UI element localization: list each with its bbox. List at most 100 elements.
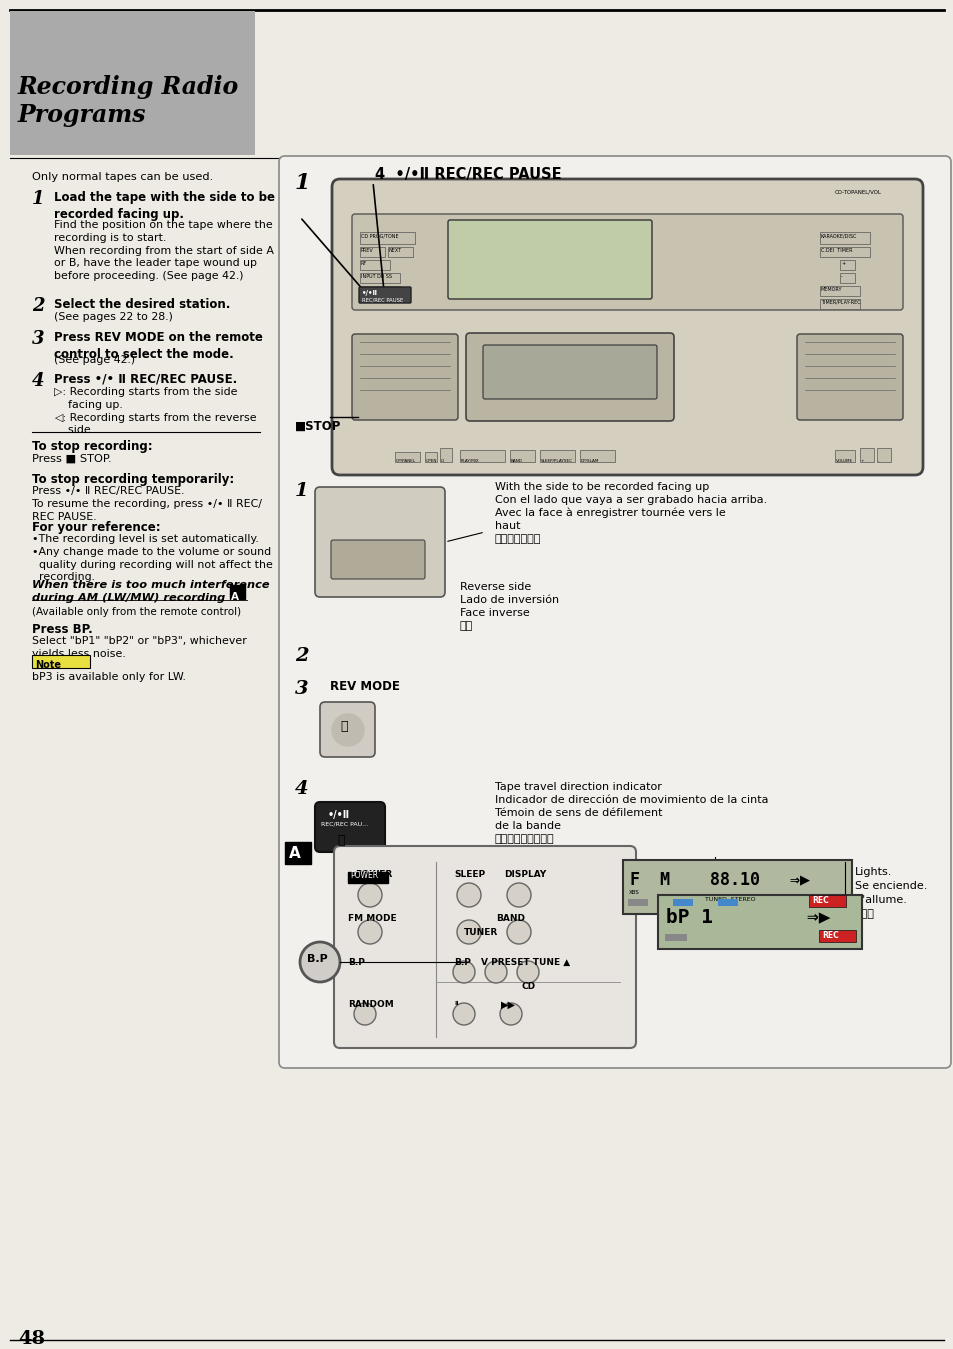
FancyBboxPatch shape — [796, 335, 902, 420]
FancyBboxPatch shape — [510, 451, 535, 461]
Text: ▷: Recording starts from the side
    facing up.
◁: Recording starts from the re: ▷: Recording starts from the side facing… — [54, 387, 256, 436]
Text: ■STOP: ■STOP — [294, 420, 341, 433]
FancyBboxPatch shape — [230, 585, 245, 599]
Text: 反面: 反面 — [459, 621, 473, 631]
Text: TIMER/PLAY-REC: TIMER/PLAY-REC — [821, 299, 860, 305]
Text: Press REV MODE on the remote
control to select the mode.: Press REV MODE on the remote control to … — [54, 331, 263, 362]
FancyBboxPatch shape — [359, 232, 415, 244]
Text: 4: 4 — [294, 780, 309, 799]
FancyBboxPatch shape — [332, 179, 923, 475]
Text: DP/SLAM: DP/SLAM — [580, 459, 598, 463]
FancyBboxPatch shape — [820, 299, 859, 309]
FancyBboxPatch shape — [352, 214, 902, 310]
Circle shape — [506, 920, 531, 944]
FancyBboxPatch shape — [672, 898, 692, 907]
Circle shape — [453, 1004, 475, 1025]
FancyBboxPatch shape — [359, 247, 385, 258]
Text: 👉: 👉 — [339, 720, 347, 733]
Text: SLEEP/PLAYSEC: SLEEP/PLAYSEC — [540, 459, 573, 463]
Text: REC: REC — [811, 896, 828, 905]
Text: 4: 4 — [32, 372, 45, 390]
Text: (See pages 22 to 28.): (See pages 22 to 28.) — [54, 312, 172, 322]
Text: 1: 1 — [294, 173, 310, 194]
Text: TUNER: TUNER — [463, 928, 497, 938]
Text: Press •/• Ⅱ REC/REC PAUSE.: Press •/• Ⅱ REC/REC PAUSE. — [54, 374, 237, 386]
FancyBboxPatch shape — [820, 232, 869, 244]
Circle shape — [299, 942, 339, 982]
Text: BAND: BAND — [496, 915, 524, 923]
Text: With the side to be recorded facing up: With the side to be recorded facing up — [495, 482, 708, 492]
FancyBboxPatch shape — [448, 220, 651, 299]
Text: Find the position on the tape where the
recording is to start.
When recording fr: Find the position on the tape where the … — [54, 220, 274, 281]
FancyBboxPatch shape — [278, 156, 950, 1068]
Text: CO-TOPANEL/VOL: CO-TOPANEL/VOL — [834, 189, 882, 194]
Text: Indicador de dirección de movimiento de la cinta: Indicador de dirección de movimiento de … — [495, 795, 768, 805]
Text: 2: 2 — [294, 648, 309, 665]
Text: REC: REC — [821, 931, 838, 940]
Text: Tape travel direction indicator: Tape travel direction indicator — [495, 782, 661, 792]
Text: 3: 3 — [294, 680, 309, 697]
Circle shape — [456, 920, 480, 944]
Text: Press BP.: Press BP. — [32, 623, 92, 635]
Text: For your reference:: For your reference: — [32, 521, 160, 534]
Circle shape — [456, 884, 480, 907]
Text: Témoin de sens de défilement: Témoin de sens de défilement — [495, 808, 661, 817]
FancyBboxPatch shape — [820, 286, 859, 295]
Text: bP3 is available only for LW.: bP3 is available only for LW. — [32, 672, 186, 683]
FancyBboxPatch shape — [808, 894, 845, 907]
Text: 👉: 👉 — [336, 834, 344, 847]
Text: 1: 1 — [32, 190, 45, 208]
Text: RANDOM: RANDOM — [348, 1000, 394, 1009]
Text: A: A — [231, 592, 239, 602]
Text: TUNED  STEREO: TUNED STEREO — [704, 897, 755, 902]
Text: PREV: PREV — [360, 248, 374, 254]
Text: Select the desired station.: Select the desired station. — [54, 298, 230, 312]
Circle shape — [357, 884, 381, 907]
Text: -: - — [877, 459, 879, 463]
FancyBboxPatch shape — [820, 247, 869, 258]
FancyBboxPatch shape — [10, 11, 254, 155]
Text: Reverse side: Reverse side — [459, 581, 531, 592]
Circle shape — [332, 714, 364, 746]
Text: Face inverse: Face inverse — [459, 608, 529, 618]
Text: de la bande: de la bande — [495, 822, 560, 831]
Text: bP 1        ⇒▶: bP 1 ⇒▶ — [665, 907, 830, 925]
Text: DISPLAY: DISPLAY — [503, 870, 546, 880]
FancyBboxPatch shape — [424, 452, 436, 461]
Text: KARAOKE/DISC: KARAOKE/DISC — [821, 233, 857, 237]
Circle shape — [506, 884, 531, 907]
Text: POWER: POWER — [350, 871, 377, 880]
Text: SLEEP: SLEEP — [454, 870, 485, 880]
Text: Press •/• Ⅱ REC/REC PAUSE.
To resume the recording, press •/• Ⅱ REC/
REC PAUSE.: Press •/• Ⅱ REC/REC PAUSE. To resume the… — [32, 486, 262, 522]
Text: A: A — [289, 846, 300, 861]
FancyBboxPatch shape — [859, 448, 873, 461]
Circle shape — [517, 960, 538, 983]
FancyBboxPatch shape — [439, 448, 452, 461]
FancyBboxPatch shape — [840, 272, 854, 283]
Circle shape — [357, 920, 381, 944]
Text: B.P: B.P — [454, 958, 471, 967]
Text: INPUT DB SS: INPUT DB SS — [360, 274, 392, 279]
FancyBboxPatch shape — [359, 286, 399, 295]
FancyBboxPatch shape — [395, 452, 419, 461]
FancyBboxPatch shape — [579, 451, 615, 461]
FancyBboxPatch shape — [285, 842, 311, 863]
Text: BAND: BAND — [511, 459, 522, 463]
FancyBboxPatch shape — [658, 894, 862, 948]
FancyBboxPatch shape — [352, 335, 457, 420]
Text: O: O — [440, 459, 444, 463]
Text: (Available only from the remote control): (Available only from the remote control) — [32, 607, 241, 616]
Text: +: + — [861, 459, 863, 463]
FancyBboxPatch shape — [359, 272, 399, 283]
FancyBboxPatch shape — [348, 871, 388, 884]
Text: VOL+/VOL+ BASS: VOL+/VOL+ BASS — [360, 287, 404, 291]
FancyBboxPatch shape — [539, 451, 575, 461]
Text: +: + — [841, 260, 844, 266]
Text: Recording Radio
Programs: Recording Radio Programs — [18, 76, 239, 127]
Text: 將錄音面朝上。: 將錄音面朝上。 — [495, 534, 540, 544]
Text: Press ■ STOP.: Press ■ STOP. — [32, 455, 112, 464]
FancyBboxPatch shape — [334, 846, 636, 1048]
Text: ▶▶: ▶▶ — [500, 1000, 516, 1010]
Text: 48: 48 — [18, 1330, 45, 1348]
Text: V PRESET TUNE ▲: V PRESET TUNE ▲ — [480, 958, 570, 967]
